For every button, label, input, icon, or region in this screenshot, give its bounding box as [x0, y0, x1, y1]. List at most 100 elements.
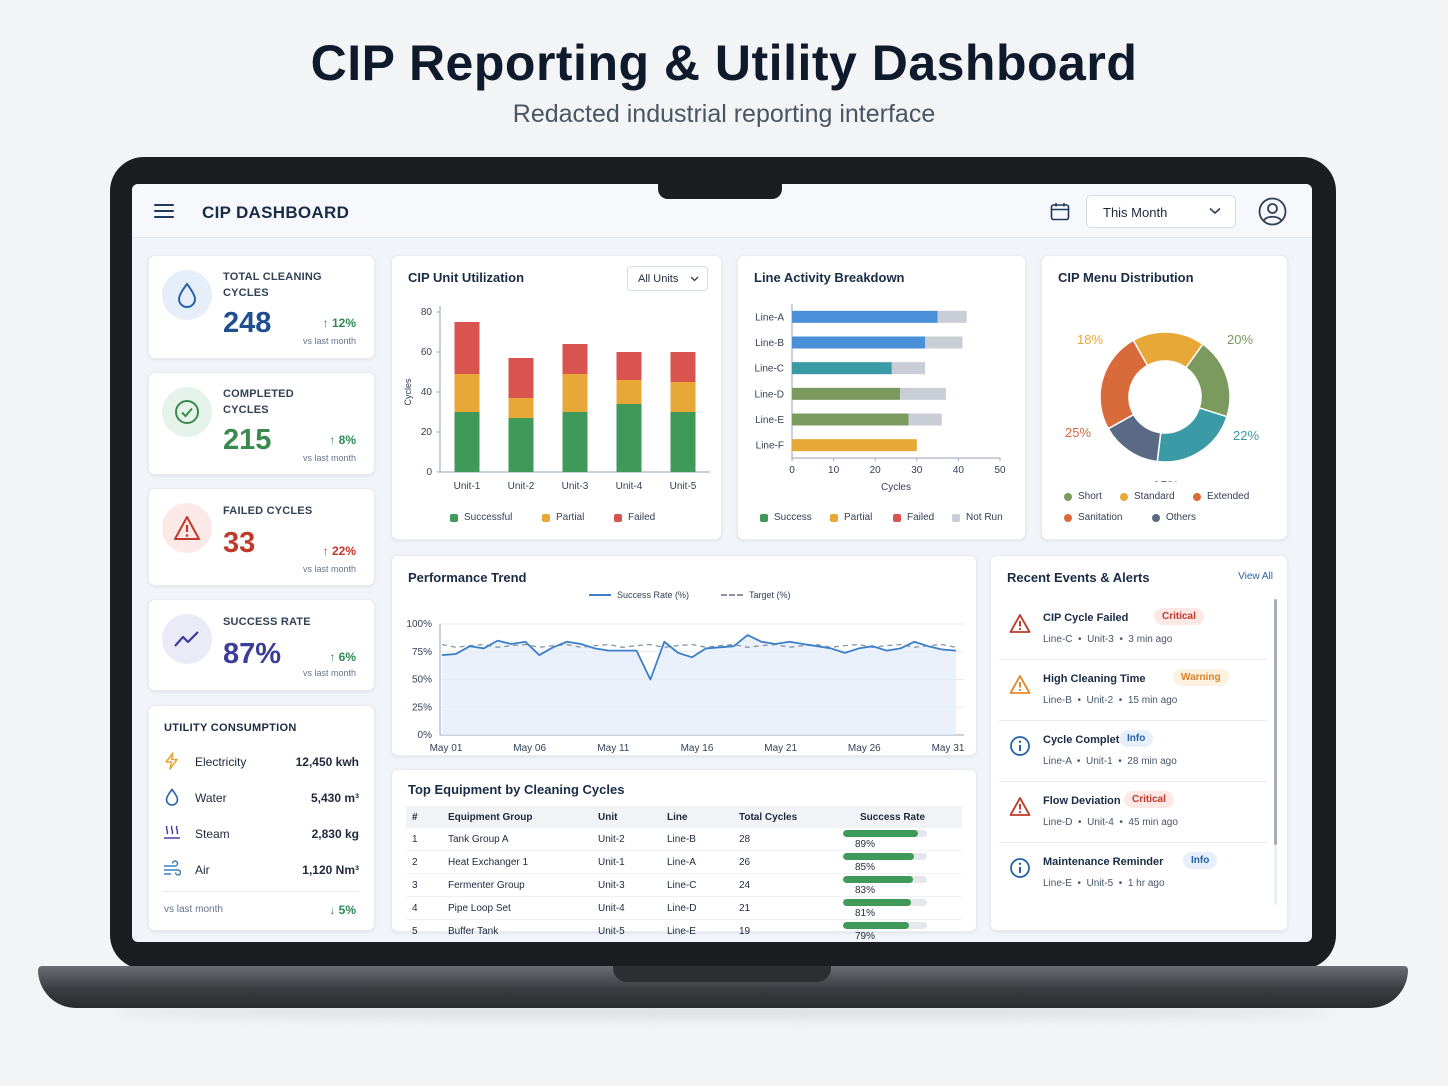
event-item[interactable]: Cycle Completed Info Line-A • Unit-1 • 28 … [999, 721, 1267, 782]
event-item[interactable]: Maintenance Reminder Info Line-E • Unit-5 … [999, 843, 1267, 904]
unit: Unit-3 [592, 873, 661, 897]
event-title: CIP Cycle Failed [1043, 612, 1129, 624]
event-meta: Line-B • Unit-2 • 15 min ago [1043, 695, 1178, 706]
water-drop-icon [162, 270, 212, 320]
utility-name: Water [195, 791, 227, 805]
table-row[interactable]: 2 Heat Exchanger 1 Unit-1 Line-A 26 85% [406, 850, 962, 874]
legend-not-run: Not Run [952, 512, 1003, 523]
row-number: 5 [406, 919, 442, 942]
severity-badge: Info [1183, 852, 1218, 869]
equipment-group: Pipe Loop Set [442, 896, 592, 920]
y-tick-label: 80 [421, 307, 433, 318]
period-dropdown[interactable]: This Month [1086, 195, 1236, 228]
line: Line-D [661, 896, 733, 920]
table-row[interactable]: 1 Tank Group A Unit-2 Line-B 28 89% [406, 828, 962, 851]
success-rate: 85% [823, 850, 962, 874]
event-title: Maintenance Reminder [1043, 856, 1164, 868]
donut-slice [1156, 406, 1228, 463]
x-tick-label: 50 [994, 465, 1006, 476]
success-rate-bar [843, 829, 927, 837]
table-row[interactable]: 5 Buffer Tank Unit-5 Line-E 19 79% [406, 919, 962, 942]
y-tick-label: Line-F [756, 441, 784, 452]
legend-failed: Failed [614, 512, 655, 523]
utility-name: Air [195, 863, 210, 877]
line: Line-A [661, 850, 733, 874]
bar-partial [562, 374, 588, 412]
success-rate-bar [843, 921, 927, 929]
severity-badge: Critical [1124, 791, 1174, 808]
x-tick-label: 30 [911, 465, 923, 476]
kpi-completed-cycles: COMPLETED CYCLES 215 ↑ 8% vs last month [148, 372, 375, 475]
utility-consumption-card: UTILITY CONSUMPTION Electricity 12,450 k… [148, 705, 375, 931]
event-item[interactable]: CIP Cycle Failed Critical Line-C • Unit-3 … [999, 599, 1267, 660]
bar-partial [454, 374, 480, 412]
calendar-icon[interactable] [1050, 202, 1070, 221]
event-title: Flow Deviation [1043, 795, 1121, 807]
event-item[interactable]: High Cleaning Time Warning Line-B • Unit-2… [999, 660, 1267, 721]
y-tick-label: 60 [421, 347, 433, 358]
x-axis-label: Cycles [881, 482, 911, 493]
column-header: Equipment Group [442, 806, 592, 828]
bar-failed [454, 322, 480, 374]
table-row[interactable]: 4 Pipe Loop Set Unit-4 Line-D 21 81% [406, 896, 962, 920]
kpi-note: vs last month [302, 453, 356, 463]
x-tick-label: May 31 [932, 743, 965, 754]
warning-icon [1009, 614, 1031, 633]
legend-partial: Partial [830, 512, 872, 523]
success-rate: 83% [823, 873, 962, 897]
hero-title: CIP Reporting & Utility Dashboard [310, 35, 1138, 91]
kpi-delta: ↑ 12% [322, 316, 356, 330]
events-scrollbar-thumb[interactable] [1274, 599, 1277, 845]
utility-name: Steam [195, 827, 230, 841]
hero-subtitle: Redacted industrial reporting interface [512, 100, 936, 128]
steam-icon [164, 825, 180, 839]
utility-value: 5,430 m³ [310, 791, 359, 805]
kpi-label: COMPLETED [223, 388, 294, 400]
event-meta: Line-D • Unit-4 • 45 min ago [1043, 817, 1178, 828]
y-tick-label: 100% [406, 619, 432, 630]
utility-row-steam: Steam 2,830 kg [163, 824, 359, 844]
line: Line-E [661, 919, 733, 942]
utility-row-electricity: Electricity 12,450 kwh [163, 752, 359, 772]
card-title: CIP Unit Utilization [408, 270, 525, 285]
bar-not-run [891, 362, 926, 375]
total-cycles: 24 [733, 873, 823, 897]
slice-label: 22% [1233, 428, 1259, 443]
legend-others: Others [1152, 512, 1196, 523]
success-rate-bar [843, 852, 927, 860]
severity-badge: Info [1119, 730, 1154, 747]
y-tick-label: Line-A [755, 312, 784, 323]
app-title: CIP DASHBOARD [202, 203, 350, 222]
table-row[interactable]: 3 Fermenter Group Unit-3 Line-C 24 83% [406, 873, 962, 897]
bar-success [792, 310, 938, 323]
events-scrollbar-track[interactable] [1274, 599, 1277, 905]
kpi-delta: ↑ 22% [322, 544, 356, 558]
success-rate-label: 81% [855, 908, 876, 919]
units-filter-dropdown[interactable]: All Units [627, 266, 708, 291]
wind-icon [164, 860, 181, 876]
x-tick-label: Unit-5 [670, 481, 697, 492]
performance-trend-card: Performance Trend Success Rate (%) Targe… [391, 555, 977, 756]
menu-distribution-chart: 18% 20% 22% 15% 25% [1065, 331, 1259, 482]
x-tick-label: May 21 [764, 743, 797, 754]
y-tick-label: Line-D [755, 389, 784, 400]
kpi-label: SUCCESS RATE [223, 616, 311, 628]
x-tick-label: May 06 [513, 743, 546, 754]
event-item[interactable]: Flow Deviation Critical Line-D • Unit-4 • … [999, 782, 1267, 843]
column-header: # [406, 806, 442, 828]
y-tick-label: Line-B [755, 338, 784, 349]
bar-failed [616, 352, 642, 380]
user-avatar-icon[interactable] [1258, 197, 1287, 226]
view-all-link[interactable]: View All [1238, 571, 1273, 582]
hamburger-menu-icon[interactable] [154, 204, 174, 218]
bar-failed [562, 344, 588, 374]
total-cycles: 21 [733, 896, 823, 920]
x-tick-label: 10 [828, 465, 840, 476]
unit: Unit-5 [592, 919, 661, 942]
success-rate-bar [843, 875, 927, 883]
info-icon [1010, 736, 1030, 756]
lightning-icon [165, 752, 178, 770]
kpi-note: vs last month [302, 336, 356, 346]
unit-utilization-card: CIP Unit Utilization All Units 0 20 40 60 80… [391, 255, 722, 540]
y-tick-label: Line-C [755, 364, 784, 375]
